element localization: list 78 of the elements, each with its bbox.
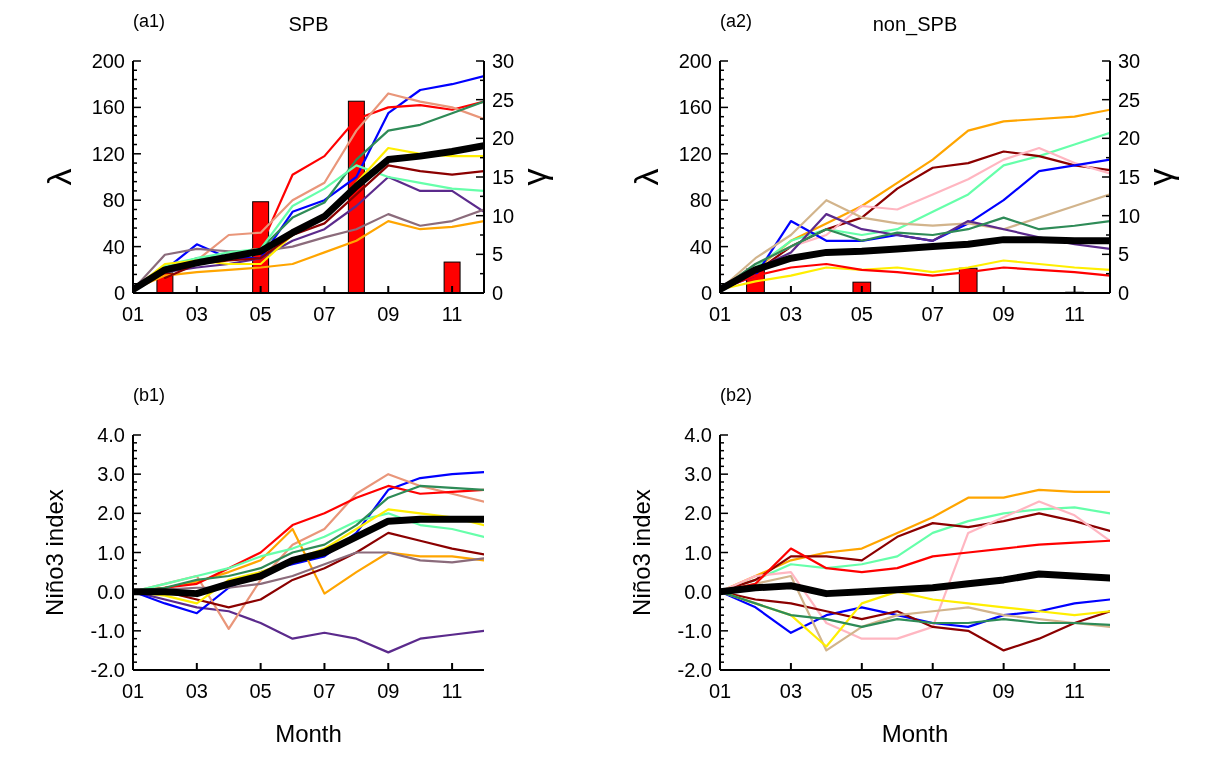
text: (b1) [133, 385, 166, 405]
x-tick-label: 07 [313, 303, 336, 325]
y-tick-label: 160 [91, 96, 125, 119]
y2-tick-label: 20 [492, 127, 515, 150]
y-tick-label: 120 [678, 142, 712, 165]
x-tick-label: 05 [850, 303, 873, 325]
y-tick-label: -1.0 [677, 619, 712, 642]
x-tick-label: 11 [441, 303, 463, 325]
y-tick-label: 40 [102, 235, 125, 258]
y-tick-label: 2.0 [684, 502, 712, 525]
x-tick-label: 03 [779, 303, 803, 325]
x-axis-title: Month [881, 720, 949, 747]
y2-tick-label: 20 [1118, 127, 1141, 150]
x-tick-label: 11 [441, 680, 463, 702]
x-tick-label: 03 [185, 680, 208, 702]
y-tick-label: 1.0 [97, 541, 125, 564]
x-tick-label: 09 [992, 303, 1015, 325]
y-tick-label: 40 [689, 235, 712, 258]
x-tick-label: 05 [249, 680, 272, 702]
y-tick-label: -2.0 [677, 659, 712, 681]
x-tick-label: 03 [779, 680, 803, 702]
x-tick-label: 01 [121, 303, 145, 325]
y-tick-label: 4.0 [97, 424, 125, 446]
y-tick-label: 0 [113, 282, 125, 304]
x-tick-label: 01 [708, 680, 732, 702]
y-axis-title: λ [40, 168, 78, 186]
y-tick-label: 4.0 [684, 424, 712, 446]
y-tick-label: 80 [102, 189, 125, 212]
y-tick-label: 200 [91, 50, 125, 72]
x-tick-label: 09 [992, 680, 1015, 702]
y-tick-label: 80 [689, 189, 712, 212]
x-tick-label: 07 [921, 680, 944, 702]
y-tick-label: -1.0 [90, 619, 125, 642]
x-tick-label: 05 [249, 303, 272, 325]
x-tick-label: 11 [1064, 680, 1085, 702]
y2-axis-title: γ [1141, 168, 1179, 186]
y2-tick-label: 5 [1118, 243, 1130, 266]
y2-tick-label: 25 [492, 88, 515, 111]
x-tick-label: 07 [921, 303, 944, 325]
y2-tick-label: 0 [1118, 282, 1130, 304]
y-tick-label: 160 [678, 96, 712, 119]
x-tick-label: 07 [313, 680, 336, 702]
chart-title: non_SPB [872, 13, 958, 36]
y2-tick-label: 25 [1118, 88, 1141, 111]
text: (b2) [720, 385, 753, 405]
x-axis-title: Month [275, 720, 342, 747]
y-tick-label: 120 [91, 142, 125, 165]
x-tick-label: 11 [1064, 303, 1085, 325]
x-tick-label: 01 [121, 680, 145, 702]
text: (a1) [133, 11, 166, 31]
y-axis-title: Niño3 index [628, 489, 655, 616]
chart-title: SPB [288, 13, 329, 35]
y2-axis-title: γ [515, 168, 553, 186]
y-tick-label: 3.0 [97, 463, 125, 486]
y-axis-title: λ [627, 168, 665, 186]
y2-tick-label: 30 [1118, 50, 1141, 72]
y2-tick-label: 10 [492, 204, 515, 227]
y-tick-label: 200 [678, 50, 712, 72]
text: (a2) [720, 11, 753, 31]
y-tick-label: 0.0 [684, 580, 712, 603]
y2-tick-label: 30 [492, 50, 515, 72]
x-tick-label: 09 [377, 680, 400, 702]
y-tick-label: 1.0 [684, 541, 712, 564]
x-tick-label: 09 [377, 303, 400, 325]
y2-tick-label: 15 [492, 166, 515, 188]
y-tick-label: 0 [700, 282, 712, 304]
y2-tick-label: 10 [1118, 204, 1141, 227]
y-tick-label: 0.0 [97, 580, 125, 603]
y2-tick-label: 5 [492, 243, 504, 266]
y-axis-title: Niño3 index [41, 489, 68, 616]
y-tick-label: 3.0 [684, 463, 712, 486]
y2-tick-label: 0 [492, 282, 504, 304]
x-tick-label: 05 [850, 680, 873, 702]
y-tick-label: -2.0 [90, 659, 125, 681]
x-tick-label: 03 [185, 303, 208, 325]
x-tick-label: 01 [708, 303, 732, 325]
y2-tick-label: 15 [1118, 166, 1141, 188]
y-tick-label: 2.0 [97, 502, 125, 525]
